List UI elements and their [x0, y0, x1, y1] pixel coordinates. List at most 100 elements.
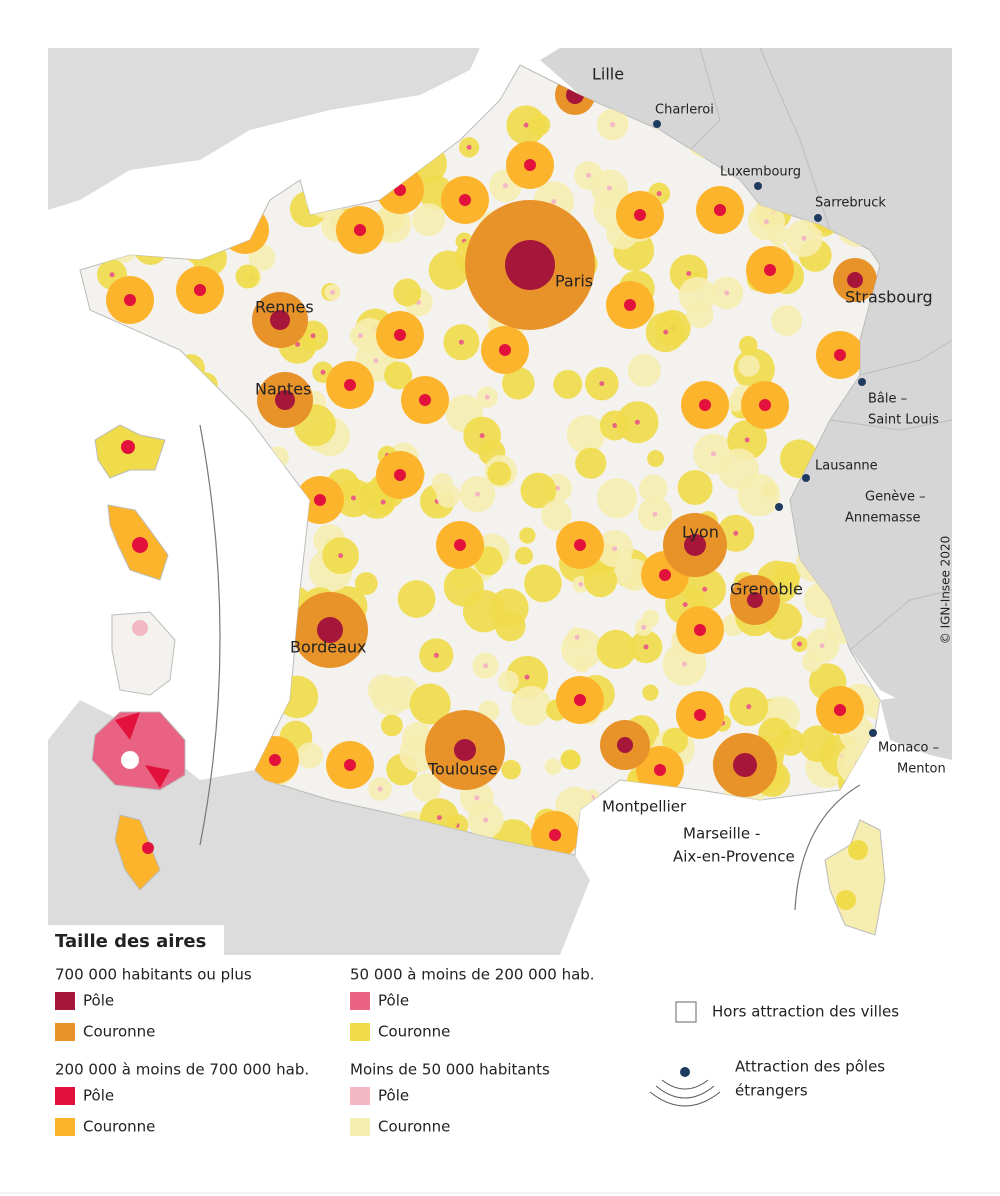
- pole: [132, 620, 148, 636]
- small-area: [524, 564, 562, 603]
- small-area: [553, 369, 583, 399]
- city-label: Aix-en-Provence: [673, 848, 795, 866]
- pole-200k: [394, 469, 406, 481]
- small-pole: [710, 451, 716, 457]
- small-area: [771, 305, 803, 337]
- city-label: Marseille -: [683, 825, 760, 843]
- corsica-area: [836, 890, 856, 910]
- small-pole: [523, 122, 529, 128]
- small-area: [235, 264, 260, 289]
- pole-200k: [834, 349, 846, 361]
- map-frame: Lille Charleroi Luxembourg Sarrebruck Paris S…: [48, 48, 952, 955]
- small-pole: [551, 199, 557, 205]
- small-pole: [819, 643, 825, 649]
- small-area: [596, 478, 638, 519]
- legend-label: Attraction des pôles: [735, 1058, 885, 1076]
- city-label: Bâle –: [868, 392, 907, 407]
- small-area: [428, 250, 469, 291]
- city-label: Monaco –: [878, 741, 939, 756]
- pole-200k: [634, 209, 646, 221]
- small-pole: [586, 172, 592, 178]
- small-area: [566, 415, 606, 454]
- city-label: Lyon: [682, 523, 719, 542]
- legend-swatch: [55, 1087, 75, 1105]
- small-area: [443, 566, 484, 607]
- small-area: [371, 677, 410, 716]
- legend-label: Couronne: [83, 1023, 155, 1041]
- small-area: [487, 461, 512, 486]
- small-area: [412, 773, 441, 802]
- foreign-pole: [754, 182, 762, 190]
- pole-200k: [344, 379, 356, 391]
- small-area: [544, 758, 562, 776]
- pole-200k: [499, 344, 511, 356]
- legend-swatch: [55, 992, 75, 1010]
- small-area: [799, 725, 837, 763]
- small-area: [541, 500, 572, 531]
- small-pole: [606, 185, 612, 191]
- legend-heading: 200 000 à moins de 700 000 hab.: [55, 1061, 309, 1079]
- small-area: [575, 447, 607, 479]
- small-pole: [357, 333, 363, 339]
- pole-700k: [617, 737, 633, 753]
- city-label: Saint Louis: [868, 413, 939, 428]
- small-pole: [801, 235, 807, 241]
- city-label: Bordeaux: [290, 638, 366, 657]
- legend-swatch: [55, 1023, 75, 1041]
- pole-200k: [694, 709, 706, 721]
- small-pole: [458, 339, 464, 345]
- mayotte: [114, 814, 161, 891]
- legend-label: Couronne: [378, 1023, 450, 1041]
- pole-200k: [344, 759, 356, 771]
- pole-700k: [684, 534, 706, 556]
- corsica-area: [848, 840, 868, 860]
- small-pole: [524, 674, 530, 680]
- small-area: [662, 727, 689, 754]
- small-pole: [643, 644, 649, 650]
- pole: [145, 765, 170, 788]
- legend: 700 000 habitants ou plus Pôle Couronne 50 …: [55, 966, 595, 1136]
- small-pole: [610, 122, 616, 128]
- small-area: [801, 652, 822, 672]
- pole-200k: [694, 624, 706, 636]
- small-pole: [554, 485, 560, 491]
- separator-arc: [199, 424, 221, 846]
- small-area: [583, 564, 618, 598]
- small-area: [511, 685, 552, 726]
- city-label: Nantes: [255, 380, 311, 399]
- pole-200k: [459, 194, 471, 206]
- small-area: [497, 670, 519, 692]
- small-area: [561, 750, 581, 770]
- small-area: [384, 361, 413, 390]
- small-pole: [433, 652, 439, 658]
- pole-200k: [394, 329, 406, 341]
- pole-200k: [314, 494, 326, 506]
- pole-200k: [124, 294, 136, 306]
- small-area: [412, 203, 446, 237]
- small-area: [768, 699, 791, 722]
- outside-swatch: [675, 1001, 697, 1023]
- italy: [880, 690, 952, 760]
- small-area: [397, 580, 436, 618]
- small-pole: [682, 602, 688, 608]
- small-area: [642, 684, 659, 701]
- city-label: Montpellier: [602, 798, 687, 816]
- pole-200k: [454, 539, 466, 551]
- small-pole: [295, 341, 301, 347]
- legend-swatch: [350, 1118, 370, 1136]
- small-area: [647, 450, 665, 468]
- small-pole: [578, 581, 584, 587]
- city-label: Rennes: [255, 298, 314, 317]
- small-area: [520, 472, 557, 509]
- city-label: Strasbourg: [845, 288, 933, 307]
- pole: [132, 537, 148, 553]
- small-pole: [641, 624, 647, 630]
- small-area: [727, 394, 745, 412]
- guyane: [111, 611, 176, 696]
- pole-700k: [275, 390, 295, 410]
- small-area: [380, 714, 403, 737]
- pole-700k: [505, 240, 555, 290]
- pole-200k: [759, 399, 771, 411]
